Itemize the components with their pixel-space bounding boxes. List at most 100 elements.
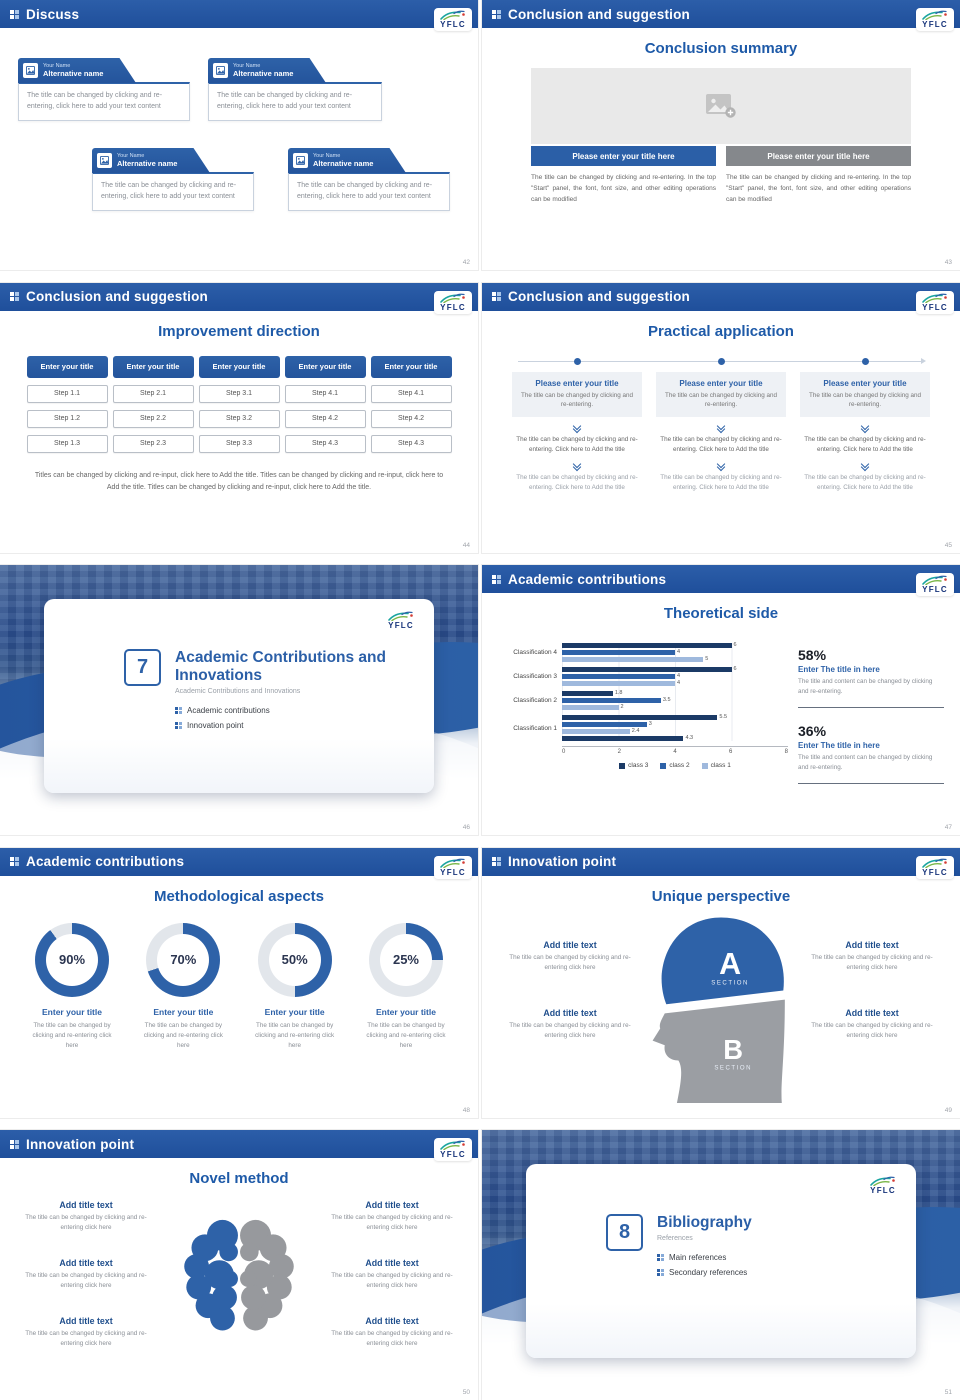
bar-category-label: Classification 2 (513, 697, 557, 704)
step-box[interactable]: Step 1.1 (26, 384, 108, 403)
title-box[interactable]: Please enter your title The title can be… (800, 371, 930, 418)
column-text: The title can be changed by clicking and… (804, 473, 926, 491)
section-item[interactable]: Innovation point (175, 721, 400, 730)
add-title-text[interactable]: Add title text (59, 1200, 113, 1210)
step-box[interactable]: Step 4.2 (284, 409, 366, 428)
bar-value-label: 3 (648, 721, 652, 727)
card-alt-name: Alternative name (43, 69, 104, 78)
add-title-text[interactable]: Add title text (845, 1007, 899, 1018)
add-title-body: The title can be changed by clicking and… (811, 1021, 933, 1039)
timeline-dot (718, 357, 725, 365)
section-a-label: A (719, 946, 741, 980)
donut-title[interactable]: Enter your title (375, 1006, 436, 1017)
discuss-card[interactable]: Your Name Alternative name The title can … (288, 148, 450, 211)
title-box[interactable]: Please enter your title The title can be… (512, 371, 642, 418)
x-tick: 6 (728, 749, 733, 755)
title-button-blue[interactable]: Please enter your title here (531, 146, 716, 166)
slide-43-conclusion-summary[interactable]: Conclusion and suggestion YFLC Conclusio… (482, 0, 960, 270)
slide-44-improvement-direction[interactable]: Conclusion and suggestion YFLC Improveme… (0, 282, 478, 553)
slide-42-discuss[interactable]: Discuss YFLC Your Name Alternative name T… (0, 0, 478, 270)
section-number: 8 (606, 1214, 643, 1251)
slide-47-theoretical-side[interactable]: Academic contributions YFLC Theoretical … (482, 565, 960, 835)
bar-value-label: 6 (733, 642, 737, 648)
stat-title[interactable]: Enter The title in here (798, 665, 880, 674)
donut-percent: 50% (281, 952, 308, 967)
discuss-card-tab: Your Name Alternative name (208, 58, 326, 83)
slide-header-title: Innovation point (26, 1136, 135, 1152)
step-box[interactable]: Step 3.3 (198, 434, 280, 453)
image-icon (293, 153, 308, 168)
donut-title[interactable]: Enter your title (42, 1006, 102, 1017)
title-block: Add title text The title can be changed … (506, 1008, 634, 1041)
step-box[interactable]: Step 4.3 (370, 434, 452, 453)
column-subtitle: The title can be changed by clicking and… (664, 391, 778, 408)
add-title-text[interactable]: Add title text (845, 939, 899, 950)
section-item[interactable]: Academic contributions (175, 706, 400, 715)
logo-text: YFLC (922, 20, 948, 29)
discuss-card[interactable]: Your Name Alternative name The title can … (92, 148, 254, 211)
title-block: Add title text The title can be changed … (808, 1008, 936, 1041)
slide-header-title: Conclusion and suggestion (508, 289, 691, 304)
title-box[interactable]: Please enter your title The title can be… (656, 371, 786, 418)
donut-title[interactable]: Enter your title (264, 1006, 325, 1017)
add-title-text[interactable]: Add title text (543, 939, 597, 950)
step-box[interactable]: Step 2.1 (112, 384, 194, 403)
logo-text: YFLC (440, 302, 466, 312)
slide-46-section-divider[interactable]: YFLC 7 Academic Contributions and Innova… (0, 565, 478, 835)
add-title-text[interactable]: Add title text (59, 1258, 113, 1268)
image-placeholder[interactable] (531, 68, 911, 144)
step-box[interactable]: Step 4.1 (370, 384, 452, 403)
bar: 5.5 (562, 714, 727, 720)
step-box[interactable]: Step 4.2 (370, 409, 452, 428)
add-title-text[interactable]: Add title text (543, 1007, 597, 1018)
bar-category-label: Classification 3 (513, 673, 557, 680)
add-title-text[interactable]: Add title text (59, 1316, 113, 1326)
discuss-card-tab: Your Name Alternative name (18, 58, 136, 83)
donut-title[interactable]: Enter your title (153, 1006, 214, 1017)
discuss-card[interactable]: Your Name Alternative name The title can … (18, 58, 190, 121)
donut-percent: 70% (170, 952, 197, 967)
step-box[interactable]: Step 4.1 (284, 384, 366, 403)
slide-48-methodological-aspects[interactable]: Academic contributions YFLC Methodologic… (0, 847, 478, 1118)
enter-title-button[interactable]: Enter your title (370, 355, 452, 378)
card-body-text: The title can be changed by clicking and… (92, 172, 254, 211)
section-divider-subtitle: References (657, 1234, 693, 1242)
step-box[interactable]: Step 3.2 (198, 409, 280, 428)
slide-49-unique-perspective[interactable]: Innovation point YFLC Unique perspective… (482, 847, 960, 1118)
donut-stat: 90% Enter your title The title can be ch… (20, 922, 124, 1052)
add-title-text[interactable]: Add title text (365, 1258, 419, 1268)
step-box[interactable]: Step 2.2 (112, 409, 194, 428)
logo-swoosh-icon (922, 10, 947, 20)
step-box[interactable]: Step 4.3 (284, 434, 366, 453)
logo-text: YFLC (922, 302, 948, 312)
step-box[interactable]: Step 1.2 (26, 409, 108, 428)
enter-title-button[interactable]: Enter your title (284, 355, 366, 378)
add-title-text[interactable]: Add title text (365, 1316, 419, 1326)
section-item[interactable]: Secondary references (657, 1268, 752, 1277)
footer-text: Titles can be changed by clicking and re… (34, 471, 444, 491)
step-box[interactable]: Step 1.3 (26, 434, 108, 453)
squares-icon (175, 706, 182, 714)
enter-title-button[interactable]: Enter your title (198, 355, 280, 378)
bar-category-label: Classification 1 (513, 724, 557, 732)
slide-header: Academic contributions (482, 565, 960, 593)
section-b-word: SECTION (714, 1064, 752, 1071)
section-item[interactable]: Main references (657, 1253, 752, 1262)
slide-50-novel-method[interactable]: Innovation point YFLC Novel method Add t… (0, 1130, 478, 1400)
step-box[interactable]: Step 2.3 (112, 434, 194, 453)
title-button-gray[interactable]: Please enter your title here (726, 146, 911, 166)
step-box[interactable]: Step 3.1 (198, 384, 280, 403)
stat-title[interactable]: Enter The title in here (798, 741, 880, 751)
column-title: Please enter your title (535, 378, 619, 388)
enter-title-button[interactable]: Enter your title (112, 355, 194, 378)
x-tick: 8 (784, 749, 788, 755)
slide-45-practical-application[interactable]: Conclusion and suggestion YFLC Practical… (482, 282, 960, 553)
donut-stat: 25% Enter your title The title can be ch… (354, 922, 458, 1052)
slide-51-section-divider[interactable]: YFLC 8 Bibliography References Main refe… (482, 1130, 960, 1400)
yflc-logo: YFLC (916, 290, 954, 314)
add-title-text[interactable]: Add title text (365, 1200, 419, 1210)
discuss-card[interactable]: Your Name Alternative name The title can … (208, 58, 382, 121)
enter-title-button[interactable]: Enter your title (26, 355, 108, 378)
squares-icon (492, 292, 501, 301)
squares-icon (492, 574, 501, 584)
